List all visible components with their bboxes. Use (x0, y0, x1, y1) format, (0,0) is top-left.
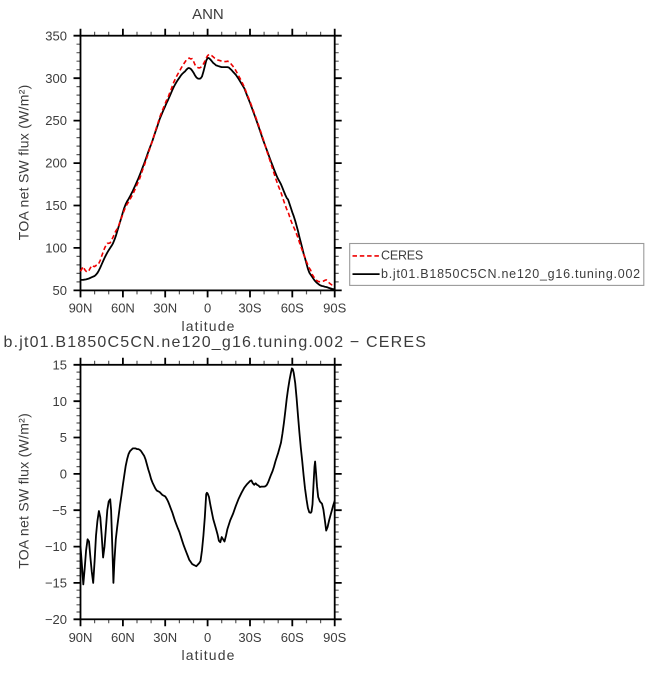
svg-text:60N: 60N (111, 301, 135, 316)
svg-text:TOA net SW flux (W/m²): TOA net SW flux (W/m²) (16, 413, 32, 569)
svg-text:60N: 60N (111, 630, 135, 645)
svg-text:10: 10 (53, 394, 67, 409)
svg-text:90N: 90N (69, 630, 93, 645)
svg-text:350: 350 (45, 28, 67, 43)
svg-text:90N: 90N (69, 301, 93, 316)
svg-text:0: 0 (204, 301, 211, 316)
svg-text:latitude: latitude (182, 647, 236, 663)
svg-text:50: 50 (53, 283, 67, 298)
svg-text:b.jt01.B1850C5CN.ne120_g16.tun: b.jt01.B1850C5CN.ne120_g16.tuning.002 (381, 267, 641, 281)
svg-text:150: 150 (45, 198, 67, 213)
svg-text:−10: −10 (45, 539, 67, 554)
svg-text:TOA net SW flux (W/m²): TOA net SW flux (W/m²) (16, 84, 32, 240)
svg-text:30S: 30S (238, 301, 261, 316)
svg-text:−15: −15 (45, 576, 67, 591)
svg-text:60S: 60S (281, 630, 304, 645)
svg-text:latitude: latitude (182, 318, 236, 334)
svg-text:15: 15 (53, 357, 67, 372)
svg-text:30N: 30N (153, 630, 177, 645)
svg-text:0: 0 (60, 467, 67, 482)
svg-text:90S: 90S (323, 301, 346, 316)
svg-text:30N: 30N (153, 301, 177, 316)
svg-text:30S: 30S (238, 630, 261, 645)
svg-text:300: 300 (45, 71, 67, 86)
svg-text:CERES: CERES (381, 249, 423, 263)
svg-text:ANN: ANN (192, 6, 224, 23)
svg-text:90S: 90S (323, 630, 346, 645)
svg-text:b.jt01.B1850C5CN.ne120_g16.tun: b.jt01.B1850C5CN.ne120_g16.tuning.002 − … (4, 334, 428, 351)
svg-text:5: 5 (60, 430, 67, 445)
svg-text:200: 200 (45, 156, 67, 171)
svg-text:−5: −5 (52, 503, 67, 518)
svg-text:250: 250 (45, 113, 67, 128)
svg-text:−20: −20 (45, 612, 67, 627)
svg-text:0: 0 (204, 630, 211, 645)
svg-text:60S: 60S (281, 301, 304, 316)
svg-text:100: 100 (45, 241, 67, 256)
